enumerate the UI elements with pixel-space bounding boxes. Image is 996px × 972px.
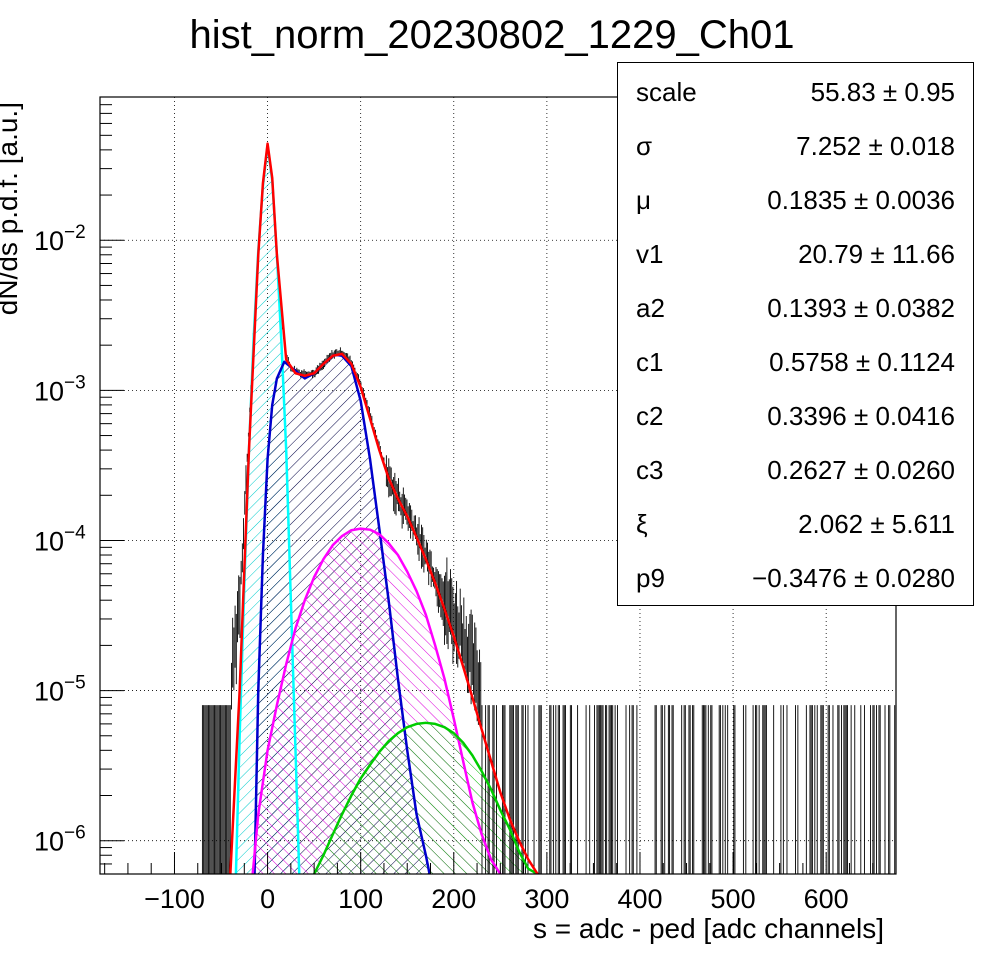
x-axis-label: s = adc - ped [adc channels] bbox=[533, 913, 884, 944]
x-tick-label: 400 bbox=[617, 884, 662, 914]
x-tick-label: 100 bbox=[338, 884, 383, 914]
stat-row: a2 0.1393 ± 0.0382 bbox=[618, 279, 973, 333]
stat-name: c1 bbox=[636, 347, 664, 377]
x-tick-label: 0 bbox=[260, 884, 275, 914]
x-axis: −100 0 100 200 300 400 500 600 bbox=[104, 852, 897, 914]
y-axis-label: dN/ds p.d.f. [a.u.] bbox=[0, 102, 23, 315]
stat-name: scale bbox=[636, 77, 697, 107]
stat-row: scale 55.83 ± 0.95 bbox=[618, 63, 973, 117]
stat-row: ξ 2.062 ± 5.611 bbox=[618, 495, 973, 549]
stat-row: c2 0.3396 ± 0.0416 bbox=[618, 387, 973, 441]
stat-name: μ bbox=[636, 185, 651, 215]
fit-curve bbox=[251, 527, 502, 874]
stat-name: a2 bbox=[636, 293, 665, 323]
stat-name: v1 bbox=[636, 239, 664, 269]
stat-value: 0.5758 ± 0.1124 bbox=[769, 347, 955, 377]
fit-curve bbox=[229, 142, 539, 874]
y-tick-label: 10−4 bbox=[34, 522, 86, 556]
stat-name: p9 bbox=[636, 563, 665, 593]
stat-name: c2 bbox=[636, 401, 664, 431]
fit-statistics-box: scale 55.83 ± 0.95 σ 7.252 ± 0.018 μ 0.1835 ±… bbox=[617, 62, 974, 606]
stat-row: c1 0.5758 ± 0.1124 bbox=[618, 333, 973, 387]
stat-value: 0.2627 ± 0.0260 bbox=[767, 455, 955, 485]
chart-title: hist_norm_20230802_1229_Ch01 bbox=[190, 13, 795, 57]
x-tick-label: −100 bbox=[144, 884, 205, 914]
x-tick-label: 300 bbox=[524, 884, 569, 914]
stat-value: 2.062 ± 5.611 bbox=[798, 509, 955, 539]
stat-name: c3 bbox=[636, 455, 664, 485]
y-tick-label: 10−2 bbox=[34, 222, 86, 256]
stat-value: 0.1393 ± 0.0382 bbox=[767, 293, 955, 323]
stat-row: p9 −0.3476 ± 0.0280 bbox=[618, 549, 973, 603]
stat-row: σ 7.252 ± 0.018 bbox=[618, 117, 973, 171]
x-tick-label: 500 bbox=[711, 884, 756, 914]
stat-name: ξ bbox=[636, 509, 648, 539]
y-tick-label: 10−3 bbox=[34, 372, 86, 406]
stat-value: 20.79 ± 11.66 bbox=[798, 239, 955, 269]
stat-value: 7.252 ± 0.018 bbox=[796, 131, 955, 161]
stat-row: v1 20.79 ± 11.66 bbox=[618, 225, 973, 279]
stat-value: −0.3476 ± 0.0280 bbox=[752, 563, 955, 593]
stat-row: c3 0.2627 ± 0.0260 bbox=[618, 441, 973, 495]
stat-value: 0.3396 ± 0.0416 bbox=[767, 401, 955, 431]
stat-value: 55.83 ± 0.95 bbox=[810, 77, 955, 107]
y-tick-label: 10−5 bbox=[34, 673, 86, 707]
fit-curve bbox=[313, 721, 539, 874]
fit-curves bbox=[229, 142, 539, 874]
x-tick-label: 200 bbox=[431, 884, 476, 914]
stat-value: 0.1835 ± 0.0036 bbox=[767, 185, 955, 215]
stat-name: σ bbox=[636, 131, 653, 161]
x-tick-label: 600 bbox=[804, 884, 849, 914]
y-axis: 10−2 10−3 10−4 10−5 10−6 bbox=[34, 96, 124, 875]
y-tick-label: 10−6 bbox=[34, 823, 86, 857]
stat-row: μ 0.1835 ± 0.0036 bbox=[618, 171, 973, 225]
